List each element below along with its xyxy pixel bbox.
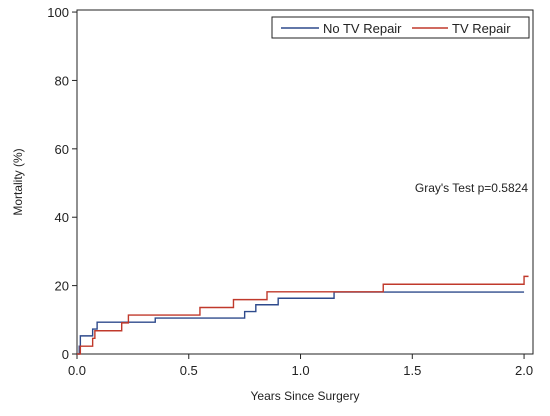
x-tick-label: 1.5: [403, 363, 421, 378]
series-layer: [77, 275, 529, 355]
annotation-text: Gray's Test p=0.5824: [415, 181, 528, 195]
legend: No TV Repair TV Repair: [271, 16, 530, 39]
series-line-tv-repair: [77, 275, 529, 355]
y-tick-label: 100: [47, 5, 69, 20]
y-tick-label: 80: [55, 73, 69, 88]
x-axis-title: Years Since Surgery: [251, 389, 360, 403]
x-axis: 0.0 0.5 1.0 1.5 2.0: [68, 354, 533, 378]
y-axis-title: Mortality (%): [11, 148, 25, 215]
legend-box: [271, 16, 530, 39]
legend-label-no-tv-repair: No TV Repair: [323, 21, 402, 36]
y-tick-label: 60: [55, 142, 69, 157]
x-tick-label: 0.0: [68, 363, 86, 378]
y-tick-label: 0: [62, 347, 69, 362]
series-line-no-tv-repair: [77, 291, 525, 355]
y-tick-label: 20: [55, 279, 69, 294]
plot-frame: [76, 9, 534, 355]
x-tick-label: 2.0: [515, 363, 533, 378]
x-tick-label: 1.0: [291, 363, 309, 378]
y-axis: 0 20 40 60 80 100: [47, 5, 77, 362]
legend-label-tv-repair: TV Repair: [452, 21, 511, 36]
x-tick-label: 0.5: [180, 363, 198, 378]
y-tick-label: 40: [55, 210, 69, 225]
